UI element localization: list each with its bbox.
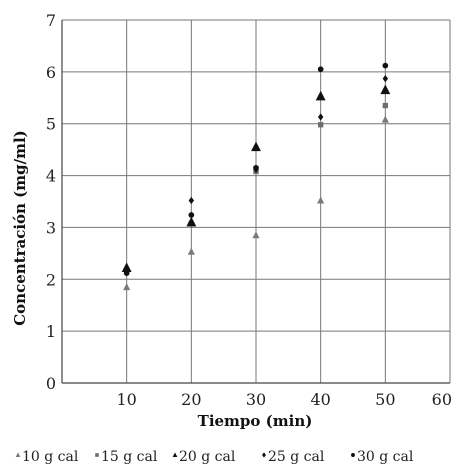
y-tick-label: 3 (46, 218, 56, 237)
tick-labels: 0 1 2 3 4 5 6 7 10 20 30 40 50 60 (46, 11, 452, 409)
legend-item: 15 g cal (95, 449, 158, 465)
data-point (317, 113, 324, 121)
x-tick-label: 10 (116, 390, 136, 409)
data-point (121, 262, 132, 273)
data-point (187, 247, 195, 255)
legend-marker (351, 453, 355, 457)
y-tick-label: 6 (46, 63, 56, 82)
legend-label: 10 g cal (22, 449, 79, 465)
x-tick-label: 30 (246, 390, 266, 409)
legend-label: 15 g cal (101, 449, 158, 465)
x-tick-label: 60 (432, 390, 452, 409)
legend-item: 30 g cal (351, 449, 414, 465)
y-tick-label: 4 (46, 167, 56, 186)
data-point (317, 66, 324, 73)
data-point (123, 283, 131, 291)
data-point (252, 231, 260, 239)
data-point (318, 122, 324, 128)
x-tick-label: 50 (375, 390, 395, 409)
y-tick-label: 2 (46, 270, 56, 289)
x-tick-label: 20 (181, 390, 201, 409)
data-point (251, 141, 261, 152)
legend-label: 30 g cal (357, 449, 414, 465)
data-point (382, 102, 388, 109)
legend-label: 25 g cal (268, 449, 325, 465)
x-axis-label: Tiempo (min) (198, 412, 313, 430)
y-tick-label: 1 (46, 322, 56, 341)
data-point (188, 212, 195, 218)
y-axis-label: Concentración (mg/ml) (11, 130, 29, 326)
legend-marker (172, 452, 178, 457)
data-point (382, 74, 389, 83)
data-point (123, 270, 130, 276)
y-tick-label: 5 (46, 115, 56, 134)
legend-marker (15, 452, 21, 457)
data-points (121, 62, 391, 291)
legend: 10 g cal 15 g cal 20 g cal 25 g cal 30 g cal (15, 449, 414, 465)
legend-label: 20 g cal (179, 449, 236, 465)
legend-item: 20 g cal (172, 449, 236, 465)
data-point (381, 115, 389, 123)
x-tick-label: 40 (310, 390, 330, 409)
data-point (317, 196, 325, 204)
data-point (188, 196, 195, 205)
legend-item: 10 g cal (15, 449, 79, 465)
legend-marker (95, 453, 99, 457)
data-point (315, 90, 326, 101)
data-point (186, 216, 197, 227)
y-tick-label: 0 (46, 374, 56, 393)
legend-marker (262, 452, 266, 458)
data-point (380, 84, 391, 95)
grid (61, 19, 451, 384)
y-tick-label: 7 (46, 11, 56, 30)
data-point (382, 62, 389, 69)
data-point (253, 164, 259, 171)
legend-item: 25 g cal (262, 449, 325, 465)
